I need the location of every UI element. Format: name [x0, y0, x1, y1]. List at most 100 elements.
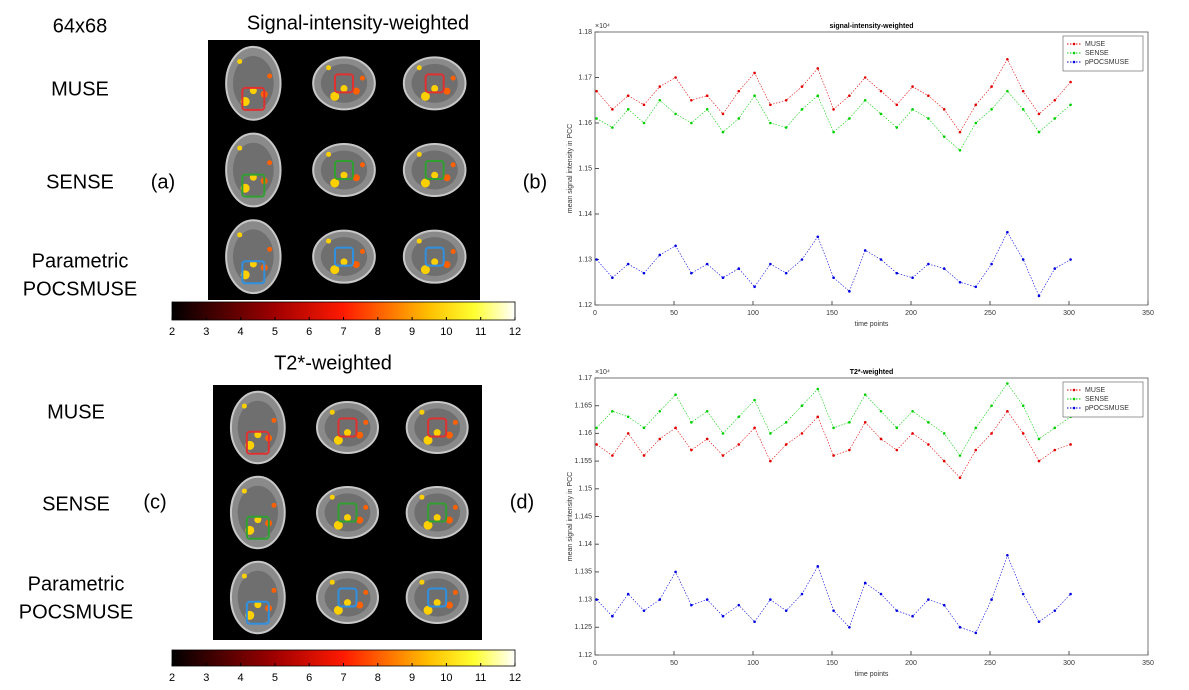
- y-tick-label: 1.165: [574, 403, 592, 410]
- data-point: [595, 258, 598, 261]
- activation: [450, 75, 456, 81]
- colorbar-tick-label: 4: [238, 326, 244, 338]
- data-point: [800, 85, 804, 88]
- data-point: [1006, 382, 1009, 385]
- data-point: [642, 121, 646, 125]
- brain-inner: [232, 142, 274, 198]
- x-tick-label: 50: [670, 660, 678, 667]
- data-point: [832, 108, 835, 111]
- activation: [445, 431, 453, 439]
- data-point: [784, 421, 788, 424]
- data-point: [816, 387, 820, 391]
- activation: [431, 85, 439, 93]
- panel-title: Signal-intensity-weighted: [247, 12, 469, 34]
- legend-marker: [1072, 388, 1076, 392]
- data-point: [658, 437, 662, 441]
- data-point: [737, 89, 741, 93]
- data-point: [1037, 459, 1041, 463]
- data-point: [816, 235, 820, 239]
- y-tick-label: 1.12: [578, 652, 592, 659]
- data-point: [927, 117, 930, 120]
- data-point: [1006, 230, 1009, 234]
- panel-label: (c): [143, 491, 166, 513]
- data-point: [958, 626, 962, 629]
- data-point: [911, 276, 914, 280]
- data-point: [816, 67, 820, 70]
- data-point: [595, 89, 598, 93]
- roi-box: [337, 417, 358, 438]
- data-point: [705, 108, 709, 111]
- data-point: [769, 103, 772, 107]
- colorbar-tick-label: 8: [375, 326, 381, 338]
- legend-marker: [1072, 397, 1076, 401]
- data-point: [769, 121, 772, 125]
- x-tick-label: 150: [826, 310, 838, 317]
- data-point: [721, 454, 725, 457]
- data-point: [737, 267, 741, 270]
- colorbar-tick-label: 12: [509, 672, 521, 684]
- x-tick-label: 0: [593, 660, 597, 667]
- data-point: [990, 404, 993, 408]
- data-point: [879, 409, 883, 413]
- plot-area: [594, 377, 1149, 656]
- activation: [344, 429, 351, 437]
- roi-box: [241, 173, 266, 198]
- data-point: [958, 130, 962, 134]
- data-point: [658, 98, 662, 102]
- data-point: [911, 432, 914, 435]
- x-tick-label: 50: [670, 310, 678, 317]
- data-point: [1053, 448, 1057, 452]
- data-point: [848, 117, 851, 120]
- data-point: [1021, 89, 1025, 93]
- row-label: MUSE: [51, 78, 109, 100]
- roi-box: [245, 600, 270, 625]
- colorbar-tick-label: 8: [375, 672, 381, 684]
- data-point: [958, 476, 962, 480]
- chart-title: T2*-weighted: [850, 369, 894, 376]
- activation: [344, 599, 351, 607]
- panel-title: T2*-weighted: [274, 352, 392, 374]
- activation: [352, 260, 360, 268]
- colorbar-tick-label: 11: [475, 326, 486, 338]
- x-tick-label: 200: [905, 310, 917, 317]
- data-point: [974, 285, 978, 289]
- data-point: [974, 121, 978, 125]
- activation: [431, 258, 439, 266]
- x-tick-label: 350: [1142, 660, 1154, 667]
- colorbar-tick-label: 11: [475, 672, 486, 684]
- colorbar-tick-label: 7: [340, 672, 346, 684]
- plot-area: [594, 31, 1149, 306]
- colorbar-tick-label: 4: [238, 672, 244, 684]
- data-point: [895, 103, 899, 107]
- y-tick-label: 1.13: [578, 596, 592, 603]
- x-tick-label: 150: [826, 660, 838, 667]
- data-point: [595, 443, 598, 446]
- data-point: [705, 262, 709, 266]
- colorbar-tick-label: 6: [306, 672, 312, 684]
- data-point: [927, 421, 930, 424]
- y-tick-label: 1.18: [578, 29, 592, 36]
- data-point: [1006, 553, 1009, 557]
- data-point: [927, 262, 930, 266]
- activation: [363, 504, 369, 510]
- activation: [416, 238, 422, 244]
- data-point: [1053, 267, 1057, 270]
- roi-box: [427, 502, 448, 523]
- data-point: [800, 108, 804, 111]
- legend-label: SENSE: [1085, 396, 1109, 403]
- activation: [326, 238, 332, 244]
- data-point: [927, 94, 930, 97]
- colorbar-tick-label: 7: [340, 326, 346, 338]
- roi-box: [424, 246, 445, 267]
- data-point: [990, 432, 993, 435]
- activation: [433, 429, 441, 437]
- x-tick-label: 300: [1063, 310, 1075, 317]
- data-point: [800, 592, 804, 596]
- x-tick-label: 250: [984, 660, 996, 667]
- legend-label: pPOCSMUSE: [1085, 405, 1129, 412]
- activation: [330, 91, 340, 101]
- legend-label: pPOCSMUSE: [1085, 59, 1129, 66]
- data-point: [753, 71, 756, 75]
- data-point: [1021, 432, 1025, 435]
